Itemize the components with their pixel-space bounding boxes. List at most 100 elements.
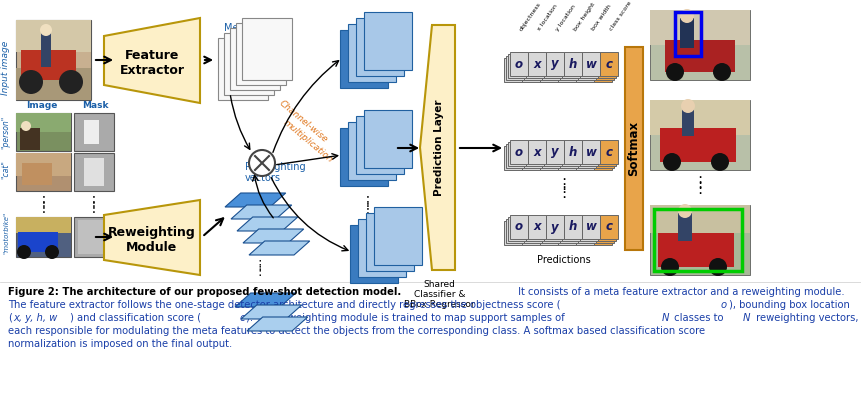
Bar — [339, 128, 387, 186]
Text: o: o — [514, 58, 523, 70]
Bar — [543, 142, 561, 166]
Bar — [560, 219, 578, 243]
Bar — [505, 56, 523, 80]
Bar — [624, 47, 642, 250]
Bar — [649, 205, 749, 275]
Polygon shape — [237, 217, 297, 231]
Text: ⋮: ⋮ — [87, 201, 101, 215]
Bar — [579, 217, 598, 241]
Circle shape — [21, 121, 31, 131]
Bar — [16, 153, 71, 191]
Bar — [510, 215, 528, 239]
Text: h: h — [568, 146, 577, 158]
Bar — [560, 144, 578, 168]
Bar — [674, 12, 700, 56]
Bar — [579, 142, 598, 166]
Text: Prediction Layer: Prediction Layer — [434, 99, 444, 196]
Text: ) and classification score (: ) and classification score ( — [70, 313, 201, 323]
Text: Figure 2: The architecture of our proposed few-shot detection model.: Figure 2: The architecture of our propos… — [8, 287, 400, 297]
Bar — [649, 10, 749, 45]
Text: ⋮: ⋮ — [555, 178, 571, 192]
Bar — [504, 221, 522, 245]
Bar — [542, 56, 560, 80]
Bar — [74, 113, 114, 151]
Text: normalization is imposed on the final output.: normalization is imposed on the final ou… — [8, 339, 232, 349]
Circle shape — [40, 24, 52, 36]
Text: Predictions: Predictions — [536, 255, 590, 265]
Bar — [598, 142, 616, 166]
Bar — [557, 58, 575, 82]
Text: x location: x location — [536, 4, 558, 32]
Bar — [77, 220, 110, 254]
Text: o: o — [514, 146, 523, 158]
Bar — [678, 213, 691, 241]
Bar — [16, 20, 91, 52]
Bar — [22, 163, 52, 185]
Bar — [599, 52, 617, 76]
Bar — [20, 128, 40, 150]
Text: o: o — [514, 220, 523, 234]
Text: The feature extractor follows the one-stage detector architecture and directly r: The feature extractor follows the one-st… — [8, 300, 560, 310]
Bar — [528, 52, 545, 76]
Polygon shape — [419, 25, 455, 270]
Text: w: w — [585, 146, 596, 158]
Bar — [507, 217, 525, 241]
Bar — [543, 54, 561, 78]
Text: c: c — [604, 58, 612, 70]
Text: c: c — [604, 146, 612, 158]
Bar — [545, 140, 563, 164]
Text: ⋮: ⋮ — [361, 195, 375, 209]
Polygon shape — [247, 317, 307, 331]
Text: ). The reweighting module is trained to map support samples of: ). The reweighting module is trained to … — [246, 313, 567, 323]
Text: x: x — [533, 220, 540, 234]
Bar — [374, 207, 422, 265]
Text: ⋮: ⋮ — [253, 264, 266, 278]
Bar — [598, 217, 616, 241]
Polygon shape — [231, 205, 291, 219]
Circle shape — [710, 153, 728, 171]
Circle shape — [249, 150, 275, 176]
Bar — [522, 221, 539, 245]
Bar — [649, 205, 749, 233]
Bar — [525, 142, 543, 166]
Polygon shape — [225, 193, 285, 207]
Text: y: y — [550, 220, 558, 234]
Text: Reweighting: Reweighting — [245, 162, 306, 172]
Bar — [581, 140, 599, 164]
Circle shape — [678, 204, 691, 218]
Bar — [649, 100, 749, 135]
Bar — [539, 58, 557, 82]
Bar — [504, 146, 522, 170]
Text: "person": "person" — [2, 115, 10, 149]
Text: ⋮: ⋮ — [691, 182, 707, 196]
Text: h: h — [568, 58, 577, 70]
Bar — [578, 219, 595, 243]
Bar — [505, 219, 523, 243]
Bar — [557, 221, 575, 245]
Circle shape — [59, 70, 83, 94]
Text: c: c — [238, 313, 245, 323]
Bar — [363, 110, 412, 168]
Bar — [657, 233, 734, 267]
Bar — [84, 120, 99, 144]
Bar — [542, 144, 560, 168]
Bar — [563, 140, 581, 164]
Bar — [595, 56, 613, 80]
Text: ⋮: ⋮ — [555, 184, 571, 200]
Bar — [539, 221, 557, 245]
Circle shape — [666, 63, 684, 81]
Bar — [525, 217, 543, 241]
Bar — [595, 219, 613, 243]
Text: vectors: vectors — [245, 173, 281, 183]
Text: Mask: Mask — [82, 102, 108, 110]
Bar — [593, 221, 611, 245]
Text: Input image: Input image — [2, 41, 10, 95]
Bar — [543, 217, 561, 241]
Bar — [230, 28, 280, 90]
Circle shape — [709, 258, 726, 276]
Text: o: o — [720, 300, 726, 310]
Circle shape — [679, 9, 693, 23]
Bar — [575, 58, 593, 82]
Text: Feature: Feature — [125, 49, 179, 62]
Polygon shape — [249, 241, 309, 255]
